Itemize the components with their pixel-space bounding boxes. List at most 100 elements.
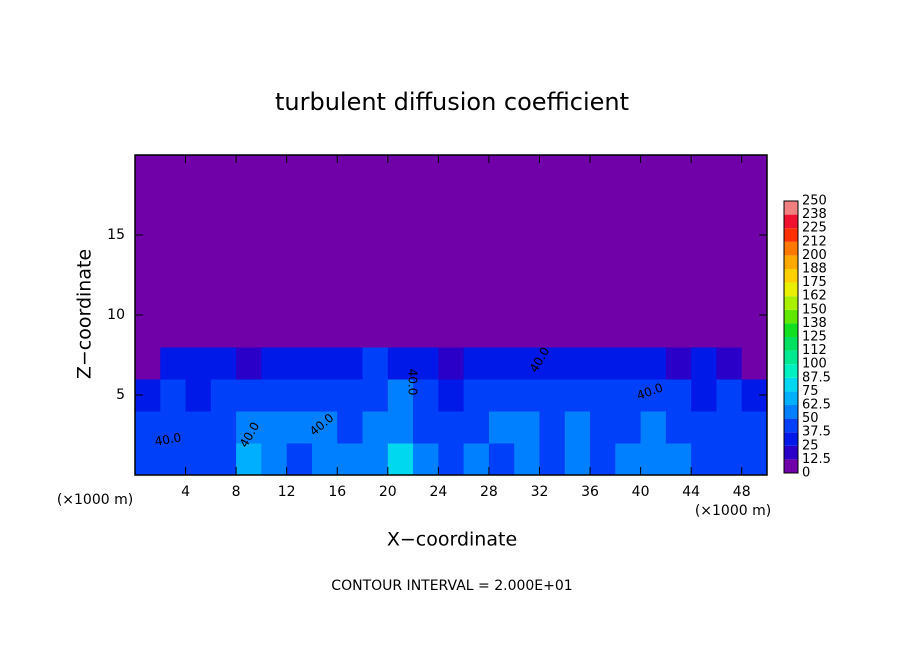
field-cell [665, 379, 692, 412]
field-cell [590, 379, 616, 412]
field-cell [741, 251, 768, 284]
field-cell [514, 219, 540, 252]
field-cell [185, 219, 212, 252]
field-cell [691, 219, 717, 252]
field-cell [615, 443, 642, 476]
field-cell [640, 411, 667, 444]
field-cell [716, 251, 743, 284]
field-cell [413, 443, 439, 476]
x-tick-label: 24 [429, 484, 447, 500]
colorbar-swatch [784, 241, 798, 256]
colorbar-swatch [784, 323, 798, 337]
x-tick-label: 8 [232, 484, 241, 500]
field-cell [210, 155, 237, 188]
field-cell [514, 411, 540, 444]
field-cell [665, 219, 692, 252]
field-cell [210, 347, 237, 380]
field-cell [337, 283, 364, 316]
x-tick-label: 12 [278, 484, 296, 500]
colorbar-label: 212 [802, 234, 827, 249]
field-cell [438, 411, 465, 444]
field-cell [311, 251, 338, 284]
field-cell [741, 283, 768, 316]
colorbar-swatch [784, 296, 798, 310]
field-cell [539, 219, 566, 252]
contour-label: 40.0 [406, 369, 420, 396]
field-cell [362, 219, 389, 252]
x-tick-label: 20 [379, 484, 397, 500]
field-cell [463, 443, 490, 476]
field-cell [539, 155, 566, 188]
field-cell [160, 187, 187, 220]
colorbar-swatch [784, 391, 798, 405]
field-cell [741, 443, 768, 476]
colorbar-label: 138 [802, 316, 827, 331]
field-cell [463, 283, 490, 316]
field-cell [564, 379, 591, 412]
field-cell [160, 379, 187, 412]
field-cell [311, 379, 338, 412]
field-cell [438, 155, 465, 188]
x-tick-label: 28 [480, 484, 498, 500]
field-cell [590, 347, 616, 380]
colorbar-label: 12.5 [802, 452, 831, 467]
field-cell [615, 219, 642, 252]
field-cell [261, 219, 288, 252]
field-cell [640, 155, 667, 188]
colorbar-swatch [784, 337, 798, 351]
field-cell [236, 411, 262, 444]
field-cell [185, 411, 212, 444]
field-cell [564, 411, 591, 444]
field-cell [311, 443, 338, 476]
field-cell [438, 379, 465, 412]
colorbar-swatch [784, 405, 798, 419]
field-cell [615, 283, 642, 316]
field-cell [210, 219, 237, 252]
field-cell [337, 443, 364, 476]
field-cell [514, 379, 540, 412]
field-cell [488, 443, 515, 476]
field-cell [261, 411, 288, 444]
field-cell [463, 347, 490, 380]
field-cell [160, 219, 187, 252]
x-tick-label: 44 [682, 484, 700, 500]
field-cell [463, 219, 490, 252]
field-cell [691, 411, 717, 444]
field-cell [640, 187, 667, 220]
field-cell [135, 411, 161, 444]
field-cell [514, 155, 540, 188]
colorbar-label: 150 [802, 302, 827, 317]
field-cell [286, 347, 313, 380]
field-cell [387, 443, 414, 476]
colorbar-swatch [784, 364, 798, 378]
colorbar-label: 188 [802, 262, 827, 277]
field-cell [337, 379, 364, 412]
field-cell [716, 379, 743, 412]
field-cell [337, 411, 364, 444]
field-cell [691, 251, 717, 284]
colorbar-label: 75 [802, 384, 819, 399]
field-cell [438, 251, 465, 284]
field-cell [210, 283, 237, 316]
field-cell [413, 315, 439, 348]
field-cell [488, 347, 515, 380]
x-tick-label: 36 [581, 484, 599, 500]
colorbar-label: 50 [802, 411, 819, 426]
colorbar-swatch [784, 418, 798, 433]
field-cell [362, 411, 389, 444]
field-cell [311, 411, 338, 444]
colorbar-swatch [784, 445, 798, 460]
field-cell [286, 283, 313, 316]
field-cell [463, 251, 490, 284]
field-cell [413, 347, 439, 380]
field-cell [185, 379, 212, 412]
field-cell [564, 443, 591, 476]
field-cell [463, 187, 490, 220]
field-cell [362, 155, 389, 188]
y-tick-label: 15 [107, 227, 125, 243]
field-cell [236, 347, 262, 380]
field-cell [514, 283, 540, 316]
field-cell [413, 187, 439, 220]
field-cell [362, 315, 389, 348]
